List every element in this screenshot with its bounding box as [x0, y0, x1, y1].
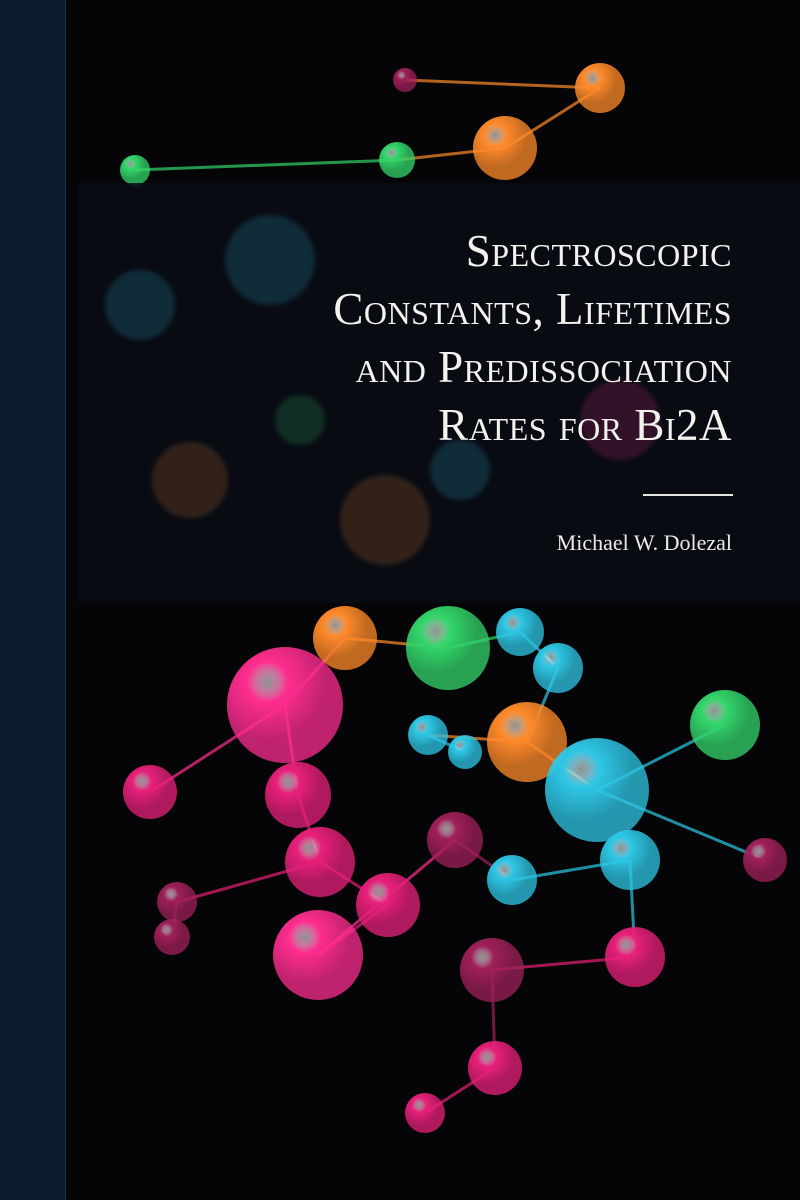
atom-sphere — [265, 762, 331, 828]
atom-sphere — [405, 1093, 445, 1133]
atom-sphere — [406, 606, 490, 690]
atom-sphere — [408, 715, 448, 755]
title-line: and Predissociation — [355, 342, 732, 392]
atom-sphere — [448, 735, 482, 769]
atom-sphere — [273, 910, 363, 1000]
atom-sphere — [468, 1041, 522, 1095]
atom-sphere — [600, 830, 660, 890]
atom-sphere — [575, 63, 625, 113]
book-spine — [0, 0, 66, 1200]
atom-sphere — [460, 938, 524, 1002]
atom-sphere — [487, 702, 567, 782]
atom-sphere — [545, 738, 649, 842]
atom-sphere — [473, 116, 537, 180]
atom-sphere — [533, 643, 583, 693]
bond-line — [134, 158, 398, 172]
title-line: Rates for Bi2A — [438, 400, 732, 450]
title-line: Constants, Lifetimes — [333, 284, 732, 334]
atom-sphere — [427, 812, 483, 868]
atom-sphere — [285, 827, 355, 897]
atom-sphere — [743, 838, 787, 882]
atom-sphere — [487, 855, 537, 905]
title-line: Spectroscopic — [465, 226, 732, 276]
atom-sphere — [157, 882, 197, 922]
divider — [643, 494, 733, 496]
atom-sphere — [120, 155, 150, 185]
atom-sphere — [496, 608, 544, 656]
bond-line — [404, 78, 601, 90]
title-panel — [78, 183, 800, 603]
book-title: Spectroscopic Constants, Lifetimes and P… — [333, 222, 732, 454]
atom-sphere — [154, 919, 190, 955]
atom-sphere — [313, 606, 377, 670]
atom-sphere — [356, 873, 420, 937]
atom-sphere — [227, 647, 343, 763]
atom-sphere — [393, 68, 417, 92]
atom-sphere — [605, 927, 665, 987]
atom-sphere — [379, 142, 415, 178]
atom-sphere — [690, 690, 760, 760]
author-name: Michael W. Dolezal — [556, 530, 732, 555]
atom-sphere — [123, 765, 177, 819]
